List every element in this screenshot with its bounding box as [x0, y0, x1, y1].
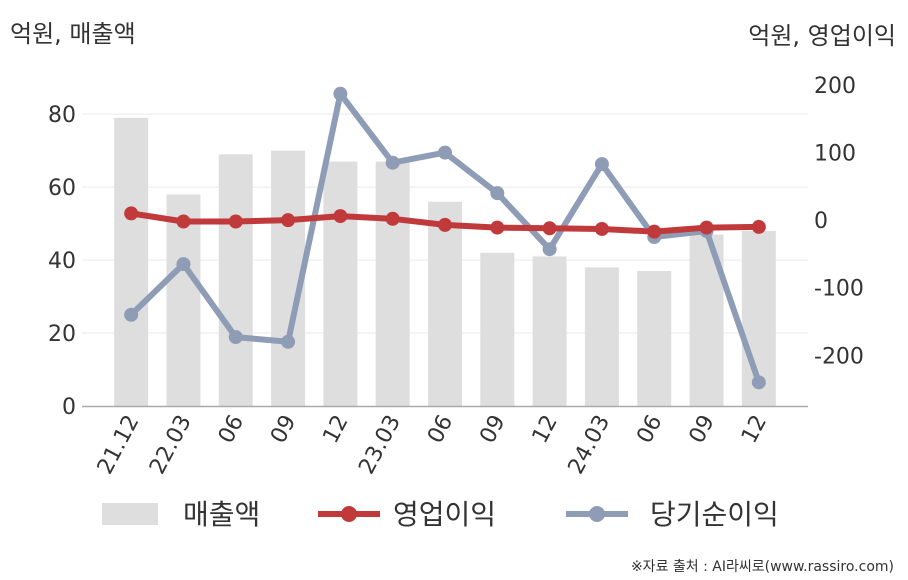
legend-marker-net [589, 506, 605, 522]
left-axis-unit: 억원, 매출액 [10, 20, 136, 48]
x-tick-label: 06 [632, 411, 667, 447]
net-income-point [281, 334, 296, 349]
operating-profit-point [647, 224, 662, 239]
net-income-point [124, 307, 139, 322]
revenue-bar [480, 252, 515, 406]
legend-marker-operating [341, 506, 357, 522]
legend-label-operating: 영업이익 [393, 498, 497, 531]
x-tick-label: 09 [475, 411, 510, 447]
net-income-point [176, 257, 191, 272]
revenue-bar [428, 201, 462, 406]
operating-profit-point [124, 206, 139, 221]
revenue-bar [584, 267, 619, 406]
legend-label-revenue: 매출액 [183, 498, 261, 531]
operating-profit-point [490, 220, 505, 235]
x-tick-label: 12 [318, 411, 353, 447]
operating-profit-point [176, 214, 191, 229]
x-tick-label: 12 [737, 411, 772, 447]
legend-swatch-revenue [102, 503, 158, 525]
x-tick-label: 09 [685, 411, 720, 447]
right-tick-label: -100 [814, 277, 864, 302]
right-axis-ticks: -200 -100 0 100 200 [814, 74, 864, 369]
x-tick-label: 21.12 [93, 411, 145, 478]
left-tick-label: 40 [48, 249, 76, 274]
revenue-bar [375, 161, 410, 406]
x-tick-label: 06 [214, 411, 249, 447]
x-tick-label: 06 [423, 411, 458, 447]
net-income-point [228, 330, 243, 345]
x-tick-label: 23.03 [354, 411, 406, 478]
operating-profit-point [281, 213, 296, 228]
net-income-point [490, 186, 505, 201]
left-axis-ticks: 0 20 40 60 80 [48, 103, 76, 420]
net-income-point [333, 86, 348, 101]
right-tick-label: 0 [814, 209, 828, 234]
x-axis-ticks: 21.12 22.03 06 09 12 23.03 06 09 12 24.03 06 09 12 [93, 411, 772, 478]
legend [102, 503, 628, 525]
x-tick-label: 12 [528, 411, 563, 447]
left-tick-label: 0 [62, 395, 76, 420]
x-tick-label: 24.03 [564, 411, 616, 478]
source-note: ※자료 출처 : AI라씨로(www.rassiro.com) [630, 559, 894, 575]
operating-profit-point [228, 214, 243, 229]
net-income-point [385, 155, 400, 170]
operating-profit-point [385, 211, 400, 226]
x-tick-label: 22.03 [145, 411, 197, 478]
right-tick-label: -200 [814, 344, 864, 369]
right-tick-label: 200 [814, 74, 856, 99]
operating-profit-point [594, 221, 609, 236]
net-income-point [438, 145, 452, 160]
legend-label-net: 당기순이익 [650, 498, 779, 531]
left-tick-label: 60 [48, 176, 76, 201]
revenue-bars [114, 117, 776, 407]
line-series [124, 86, 766, 390]
operating-profit-point [333, 209, 348, 224]
operating-profit-point [542, 221, 557, 236]
net-income-point [594, 157, 609, 172]
revenue-bar [323, 161, 358, 406]
operating-profit-point [438, 217, 452, 232]
operating-profit-point [751, 219, 766, 234]
revenue-bar [218, 154, 253, 406]
x-tick-label: 09 [266, 411, 301, 447]
revenue-bar [637, 271, 672, 406]
revenue-bar [114, 117, 149, 407]
revenue-bar [166, 194, 201, 406]
revenue-bar [532, 256, 567, 406]
left-tick-label: 20 [48, 322, 76, 347]
net-income-point [751, 375, 766, 390]
operating-profit-point [699, 220, 714, 235]
right-tick-label: 100 [814, 142, 856, 167]
net-income-point [542, 242, 557, 257]
right-axis-unit: 억원, 영업이익 [748, 22, 896, 50]
left-tick-label: 80 [48, 103, 76, 128]
